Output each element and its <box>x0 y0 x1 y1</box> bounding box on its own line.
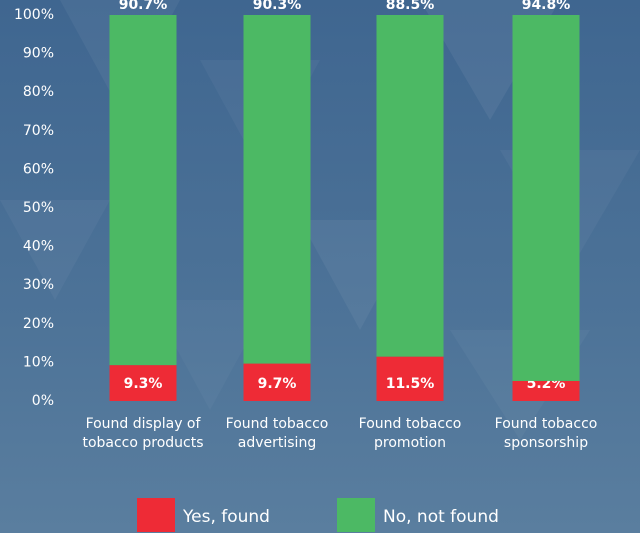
x-tick-label: promotion <box>374 435 446 451</box>
x-tick-label: Found tobacco <box>359 416 462 432</box>
x-tick-label: sponsorship <box>504 435 588 451</box>
y-tick-label: 60% <box>23 161 54 177</box>
bar-segment <box>109 15 177 366</box>
x-tick-label: advertising <box>238 435 316 451</box>
bar-segment <box>243 363 311 401</box>
y-tick-label: 100% <box>14 7 54 23</box>
data-label: 11.5% <box>386 376 435 392</box>
y-tick-label: 0% <box>32 393 54 409</box>
x-tick-label: Found display of <box>86 416 202 432</box>
data-label: 94.8% <box>522 0 571 13</box>
y-tick-label: 80% <box>23 84 54 100</box>
data-label: 90.3% <box>253 0 302 13</box>
y-tick-label: 90% <box>23 46 54 62</box>
bar-segment <box>243 15 311 364</box>
y-tick-label: 50% <box>23 200 54 216</box>
x-tick-label: tobacco products <box>82 435 203 451</box>
legend-label: No, not found <box>383 507 499 527</box>
legend-swatch <box>337 498 375 532</box>
legend-swatch <box>137 498 175 532</box>
data-label: 9.3% <box>124 376 163 392</box>
bar-segment <box>512 380 580 401</box>
bar-segment <box>512 15 580 381</box>
y-tick-label: 40% <box>23 239 54 255</box>
data-label: 9.7% <box>258 376 297 392</box>
x-tick-label: Found tobacco <box>495 416 598 432</box>
bar-segment <box>109 365 177 401</box>
bar-segment <box>376 15 444 357</box>
y-tick-label: 20% <box>23 316 54 332</box>
bar-segment <box>376 356 444 401</box>
y-tick-label: 30% <box>23 277 54 293</box>
legend-label: Yes, found <box>182 507 270 527</box>
x-tick-label: Found tobacco <box>226 416 329 432</box>
y-tick-label: 70% <box>23 123 54 139</box>
data-label: 88.5% <box>386 0 435 13</box>
y-tick-label: 10% <box>23 354 54 370</box>
data-label: 90.7% <box>119 0 168 13</box>
